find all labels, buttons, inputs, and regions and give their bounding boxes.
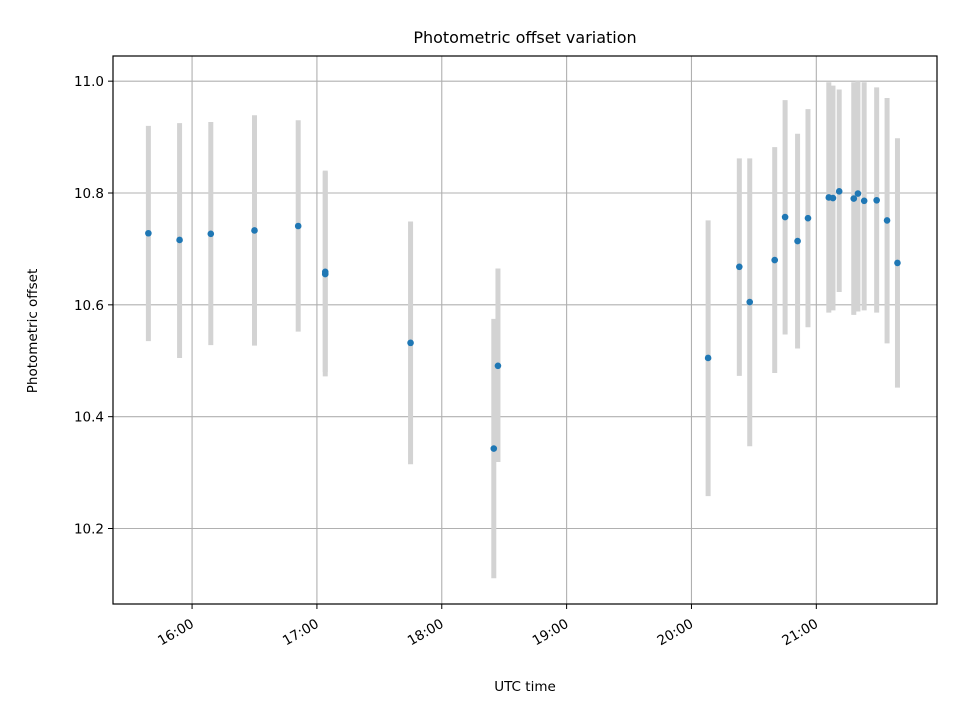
y-tick-label: 10.4 [74,410,104,426]
data-point [145,229,152,237]
data-point [883,217,891,224]
data-points [145,188,901,452]
data-point [704,354,712,362]
data-point [176,236,183,244]
data-point [407,339,414,347]
y-axis-ticks: 10.2 10.4 10.6 10.8 11.0 [74,74,113,538]
data-point [746,298,754,306]
data-point [490,445,498,452]
data-point [207,230,215,238]
data-point [860,197,868,205]
data-point [835,188,843,195]
plot-area-frame [112,55,938,605]
data-point [854,190,862,197]
y-tick-label: 10.8 [74,186,104,202]
data-point [294,222,302,230]
chart-title: Photometric offset variation [413,28,636,47]
data-point [494,362,502,370]
data-point [894,259,901,267]
y-tick-label: 10.6 [74,298,104,314]
x-axis-label: UTC time [494,679,556,695]
data-point [771,256,778,264]
data-point [794,237,801,245]
y-tick-label: 11.0 [74,74,104,90]
data-point [850,195,858,202]
data-point [804,214,812,222]
data-point [873,196,880,204]
y-tick-label: 10.2 [74,522,104,538]
data-point [321,270,329,278]
data-point [781,213,789,221]
data-point [829,194,837,202]
data-point [251,227,258,234]
y-axis-label: Photometric offset [25,269,41,393]
data-point [736,263,743,271]
